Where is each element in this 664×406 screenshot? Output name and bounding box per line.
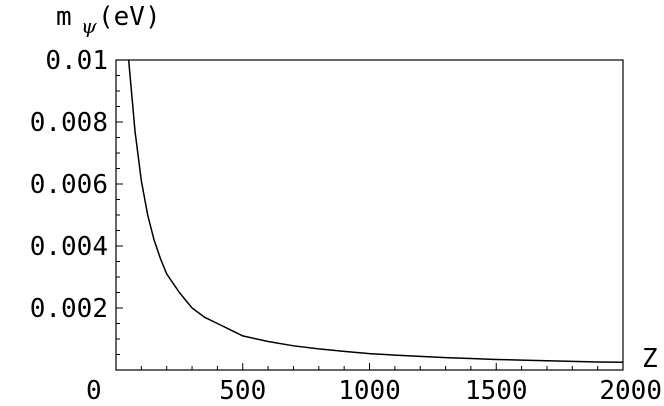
- y-tick-label: 0.004: [30, 232, 108, 262]
- x-axis-label: Z: [642, 344, 658, 374]
- y-axis-label: m ψ (eV): [56, 2, 161, 38]
- x-tick-label: 1500: [465, 376, 528, 406]
- ticks: [115, 59, 624, 370]
- series-line: [127, 59, 624, 363]
- y-tick-label: 0.002: [30, 294, 108, 324]
- x-tick-label: 2000: [599, 376, 662, 406]
- tick-labels: 0 500 1000 1500 2000 0.002 0.004 0.006 0.008 0.01: [30, 46, 662, 406]
- y-axis-label-subscript: ψ: [81, 14, 97, 38]
- y-tick-label: 0.006: [30, 170, 108, 200]
- y-tick-label: 0.01: [45, 46, 108, 76]
- y-tick-label: 0.008: [30, 108, 108, 138]
- y-axis-label-main: m: [56, 2, 72, 32]
- x-tick-label: 1000: [338, 376, 401, 406]
- plot-frame: [115, 59, 624, 371]
- x-tick-label: 500: [219, 376, 266, 406]
- x-tick-label: 0: [86, 376, 102, 406]
- y-axis-label-unit: (eV): [98, 2, 161, 32]
